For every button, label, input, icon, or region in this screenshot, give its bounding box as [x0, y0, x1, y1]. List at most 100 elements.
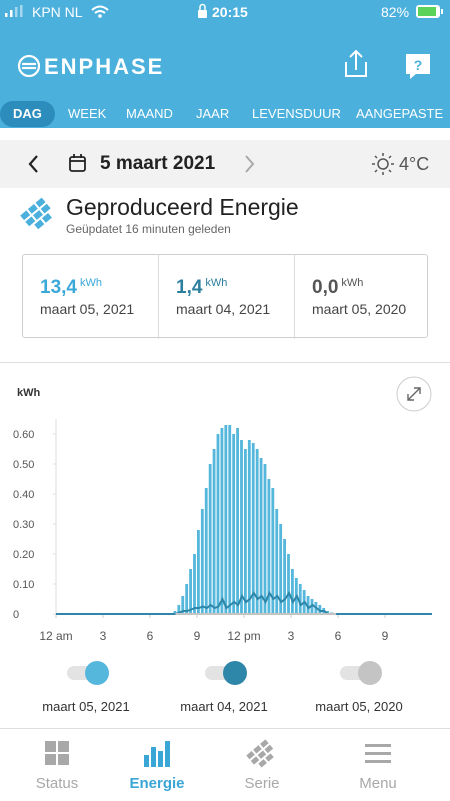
nav-label: Serie — [244, 775, 280, 792]
bar — [224, 425, 228, 614]
bar — [181, 596, 185, 614]
brand-logo: ENPHASE — [44, 54, 165, 79]
value-unit: kWh — [205, 277, 228, 289]
bar — [236, 428, 239, 614]
tab[interactable]: JAAR — [196, 106, 230, 121]
bar — [173, 611, 177, 614]
bar — [271, 488, 275, 614]
bar — [220, 428, 224, 614]
nav-item[interactable]: Serie — [212, 729, 312, 801]
y-tick-label: 0.50 — [13, 459, 34, 471]
value-number: 0,0 — [312, 277, 339, 298]
tab[interactable]: WEEK — [68, 106, 107, 121]
bar — [197, 530, 200, 614]
clock: 20:15 — [212, 4, 248, 20]
bar — [193, 554, 196, 614]
summary-value: 0,0 kWh — [312, 277, 363, 299]
date-label: 5 maart 2021 — [100, 153, 216, 174]
bar — [244, 449, 247, 614]
date-icons — [28, 153, 394, 175]
bar — [263, 464, 267, 614]
bar — [240, 440, 243, 614]
nav-item[interactable]: Status — [7, 729, 107, 801]
value-number: 1,4 — [176, 277, 203, 298]
nav-icon — [365, 744, 391, 763]
y-tick-label: 0.60 — [13, 429, 34, 441]
nav-label: Energie — [129, 775, 185, 792]
x-tick-label: 12 am — [39, 629, 72, 643]
summary-date: maart 05, 2020 — [312, 301, 407, 317]
y-tick-label: 0 — [13, 609, 19, 621]
x-tick-label: 6 — [335, 629, 342, 643]
bar — [255, 449, 259, 614]
legend-label: maart 05, 2020 — [315, 699, 402, 714]
value-unit: kWh — [341, 277, 364, 289]
nav-item[interactable]: Energie — [107, 729, 207, 801]
x-tick-label: 12 pm — [227, 629, 260, 643]
date-bar: 5 maart 2021 4°C — [0, 140, 450, 188]
panel-icon — [20, 198, 52, 230]
y-tick-label: 0.10 — [13, 579, 34, 591]
bar — [189, 569, 192, 614]
x-tick-label: 6 — [147, 629, 154, 643]
x-tick-label: 9 — [382, 629, 389, 643]
legend-toggle[interactable] — [205, 661, 247, 685]
legend-label: maart 05, 2021 — [42, 699, 129, 714]
bar — [259, 458, 263, 614]
bar — [291, 569, 294, 614]
bar — [200, 509, 204, 614]
nav-label: Menu — [359, 775, 397, 792]
toggle-knob — [223, 661, 247, 685]
bar — [208, 464, 212, 614]
summary-column: 1,4 kWh maart 04, 2021 — [158, 255, 295, 339]
summary-column: 0,0 kWh maart 05, 2020 — [294, 255, 428, 339]
carrier: KPN NL — [32, 4, 83, 20]
tab[interactable]: DAG — [0, 101, 55, 127]
summary-value: 1,4 kWh — [176, 277, 227, 299]
bar — [228, 425, 232, 614]
bar — [212, 449, 216, 614]
battery-level: 82% — [381, 4, 410, 20]
bar — [279, 524, 283, 614]
value-unit: kWh — [79, 277, 102, 289]
temperature: 4°C — [399, 154, 430, 174]
summary-column: 13,4 kWh maart 05, 2021 — [23, 255, 158, 339]
bar — [251, 443, 255, 614]
x-tick-label: 3 — [100, 629, 107, 643]
header-icons: ? — [5, 3, 443, 79]
summary-date: maart 04, 2021 — [176, 301, 271, 317]
bar — [287, 554, 290, 614]
y-tick-label: 0.20 — [13, 549, 34, 561]
bar — [298, 584, 302, 614]
x-tick-label: 9 — [194, 629, 201, 643]
bar — [267, 479, 271, 614]
toggle-knob — [85, 661, 109, 685]
tab[interactable]: MAAND — [126, 106, 173, 121]
nav-item[interactable]: Menu — [328, 729, 428, 801]
tab[interactable]: AANGEPASTE — [356, 106, 444, 121]
bar — [283, 539, 286, 614]
bar — [216, 434, 220, 614]
y-tick-label: 0.30 — [13, 519, 34, 531]
section-title: Geproduceerd Energie — [66, 194, 299, 220]
value-number: 13,4 — [40, 277, 77, 298]
bar — [247, 440, 251, 614]
line-series — [175, 590, 337, 615]
bar — [177, 605, 181, 614]
bar — [306, 596, 310, 614]
y-tick-label: 0.40 — [13, 489, 34, 501]
nav-label: Status — [35, 775, 79, 792]
legend-toggle[interactable] — [340, 661, 382, 685]
bar — [204, 488, 208, 614]
nav-icon — [144, 741, 170, 767]
chart: kWh 0 0.10 0.20 0.30 0.40 0.50 0.60 12 am 3 6 9 12 p… — [13, 376, 432, 714]
divider — [0, 362, 450, 363]
bar — [232, 434, 236, 614]
bottom-nav: Status Energie Serie Menu — [0, 728, 450, 800]
tab[interactable]: LEVENSDUUR — [252, 106, 341, 121]
legend-toggle[interactable] — [67, 661, 109, 685]
app-header: KPN NL 20:15 82% ? ENPHASE DAG WEEK MAAND J… — [0, 0, 450, 128]
legend-label: maart 04, 2021 — [180, 699, 267, 714]
svg-text:?: ? — [414, 57, 423, 73]
